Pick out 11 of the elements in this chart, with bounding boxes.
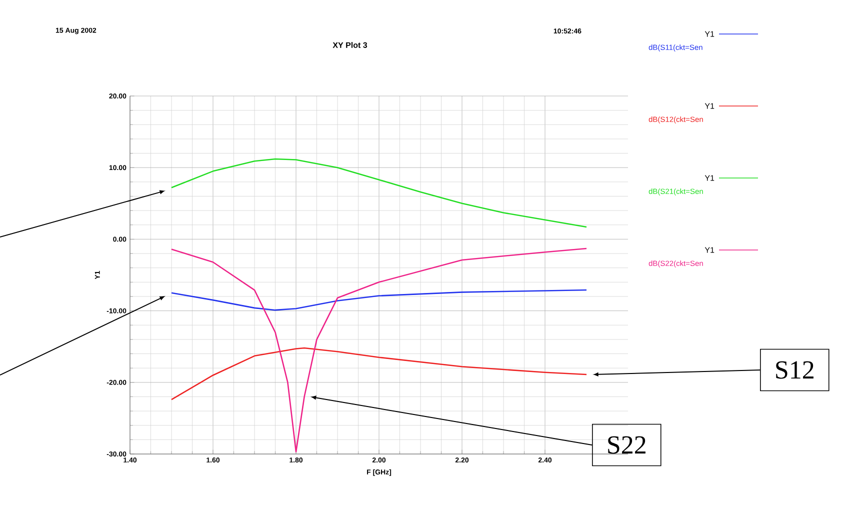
text: Y1	[704, 31, 714, 37]
text: Y1	[704, 103, 714, 109]
line-series	[170, 289, 588, 311]
annotation: S22	[608, 436, 646, 454]
text: S12	[776, 361, 814, 379]
line-series	[170, 248, 588, 453]
line-series	[170, 347, 588, 400]
line-series	[170, 158, 588, 228]
text: Y1	[704, 247, 714, 253]
text: Y1	[704, 175, 714, 181]
chart-title: XY Plot 3	[332, 42, 368, 48]
